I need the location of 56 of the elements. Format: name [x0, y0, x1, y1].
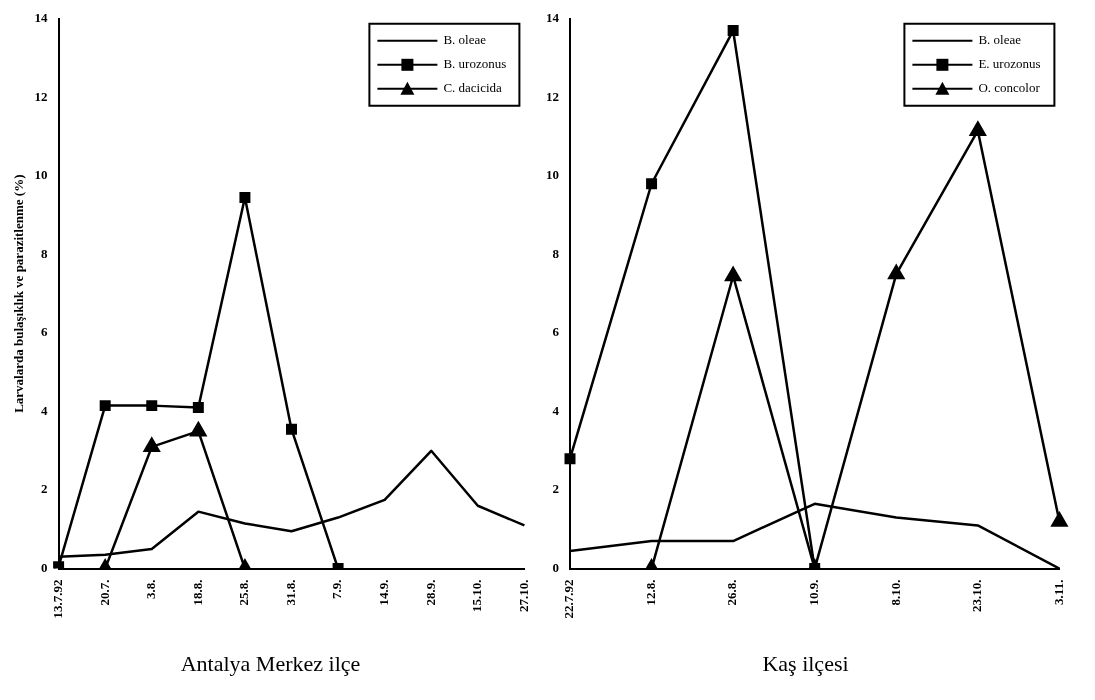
- x-tick-label: 10.9.: [806, 579, 822, 606]
- y-tick-label: 0: [552, 559, 559, 575]
- y-tick-label: 12: [546, 88, 559, 104]
- text: Kaş ilçesi: [762, 650, 849, 676]
- point: [969, 121, 987, 136]
- y-tick-label: 14: [546, 10, 560, 26]
- x-tick-label: 26.8.: [724, 579, 740, 606]
- point: [286, 423, 297, 435]
- x-tick-label: 31.8.: [282, 579, 298, 606]
- y-tick-label: 6: [41, 324, 49, 340]
- point: [1051, 512, 1068, 527]
- text: Antalya Merkez ilçe: [180, 650, 361, 676]
- legend-label: B. urozonus: [443, 56, 507, 72]
- point: [724, 266, 742, 282]
- x-tick-label: 3.11.: [1050, 579, 1066, 605]
- point: [190, 421, 207, 437]
- y-tick-label: 2: [552, 481, 559, 497]
- x-tick-label: 18.8.: [189, 579, 205, 606]
- y-tick-label: 8: [41, 245, 49, 261]
- y-tick-label: 12: [34, 88, 48, 104]
- x-tick-label: 25.8.: [236, 579, 252, 606]
- point: [99, 400, 111, 412]
- point: [146, 400, 158, 412]
- x-tick-label: 28.9.: [422, 579, 438, 606]
- y-tick-label: 6: [552, 324, 560, 340]
- legend-label: O. concolor: [978, 80, 1041, 96]
- x-tick-label: 20.7.: [96, 579, 112, 606]
- y-tick-label: 0: [41, 559, 48, 575]
- y-tick-label: 10: [34, 167, 48, 183]
- x-tick-label: 13.7.92: [49, 579, 65, 619]
- x-tick-label: 15.10.: [469, 579, 485, 613]
- legend-label: B. oleae: [443, 32, 487, 48]
- point: [888, 264, 905, 280]
- point: [143, 437, 160, 453]
- y-tick-label: 2: [41, 481, 48, 497]
- y-tick-label: 4: [41, 402, 49, 418]
- x-tick-label: 22.7.92: [561, 579, 577, 619]
- x-tick-label: 3.8.: [143, 579, 159, 600]
- y-tick-label: 10: [546, 167, 559, 183]
- x-tick-label: 14.9.: [376, 579, 392, 606]
- x-tick-label: 27.10.: [515, 579, 531, 613]
- legend-label: E. urozonus: [978, 56, 1041, 72]
- x-tick-label: 8.10.: [887, 579, 903, 606]
- y-tick-label: 8: [552, 245, 560, 261]
- x-tick-label: 23.10.: [969, 579, 985, 613]
- x-tick-label: 12.8.: [642, 579, 658, 606]
- x-tick-label: 7.9.: [329, 579, 345, 600]
- point: [192, 402, 204, 414]
- y-tick-label: 14: [34, 10, 49, 26]
- point: [646, 178, 658, 190]
- y-axis-title: Larvalarda bulaşıklık ve parazitlenme (%): [11, 174, 27, 413]
- point: [727, 25, 739, 37]
- point: [239, 191, 251, 203]
- y-tick-label: 4: [552, 402, 560, 418]
- legend-label: C. dacicida: [443, 80, 503, 96]
- legend-label: B. oleae: [978, 32, 1022, 48]
